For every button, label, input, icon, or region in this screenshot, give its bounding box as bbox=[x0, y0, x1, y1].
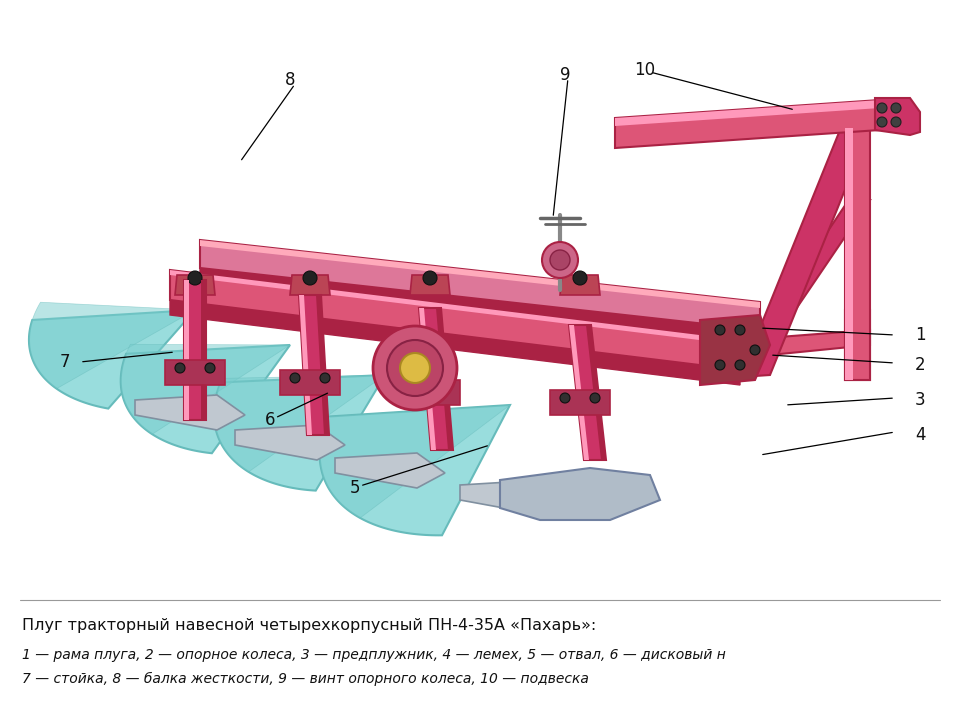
Polygon shape bbox=[615, 100, 880, 148]
Polygon shape bbox=[460, 480, 570, 515]
Polygon shape bbox=[845, 310, 870, 380]
Text: 4: 4 bbox=[915, 426, 925, 444]
Circle shape bbox=[320, 373, 330, 383]
Polygon shape bbox=[121, 344, 290, 434]
Polygon shape bbox=[235, 425, 345, 460]
Polygon shape bbox=[121, 345, 290, 453]
Polygon shape bbox=[175, 275, 215, 295]
Polygon shape bbox=[299, 295, 312, 435]
Circle shape bbox=[550, 250, 570, 270]
Polygon shape bbox=[184, 280, 206, 420]
Polygon shape bbox=[419, 308, 453, 450]
Text: 1: 1 bbox=[915, 326, 925, 344]
Polygon shape bbox=[29, 302, 195, 389]
Polygon shape bbox=[410, 275, 450, 295]
Polygon shape bbox=[135, 395, 245, 430]
Text: 10: 10 bbox=[635, 61, 656, 79]
Text: 9: 9 bbox=[560, 66, 570, 84]
Polygon shape bbox=[201, 280, 206, 420]
Polygon shape bbox=[170, 270, 740, 370]
Polygon shape bbox=[200, 268, 760, 345]
Polygon shape bbox=[316, 295, 329, 435]
Text: 6: 6 bbox=[265, 411, 276, 429]
Polygon shape bbox=[290, 275, 330, 295]
Polygon shape bbox=[569, 325, 606, 460]
Circle shape bbox=[188, 271, 202, 285]
Polygon shape bbox=[170, 300, 740, 385]
Circle shape bbox=[205, 363, 215, 373]
Circle shape bbox=[423, 271, 437, 285]
Text: 2: 2 bbox=[915, 356, 925, 374]
Polygon shape bbox=[740, 330, 870, 358]
Polygon shape bbox=[280, 370, 340, 395]
Circle shape bbox=[735, 325, 745, 335]
Circle shape bbox=[410, 383, 420, 393]
Polygon shape bbox=[320, 405, 510, 518]
Polygon shape bbox=[320, 405, 510, 535]
Polygon shape bbox=[184, 280, 189, 420]
Polygon shape bbox=[400, 380, 460, 405]
Polygon shape bbox=[550, 390, 610, 415]
Circle shape bbox=[373, 326, 457, 410]
Text: 8: 8 bbox=[285, 71, 296, 89]
Text: 7: 7 bbox=[60, 353, 70, 371]
Polygon shape bbox=[29, 310, 195, 408]
Circle shape bbox=[715, 325, 725, 335]
Text: 5: 5 bbox=[349, 479, 360, 497]
Text: Плуг тракторный навесной четырехкорпусный ПН-4-35А «Пахарь»:: Плуг тракторный навесной четырехкорпусны… bbox=[22, 618, 596, 633]
Polygon shape bbox=[700, 315, 770, 385]
Polygon shape bbox=[436, 308, 453, 450]
Circle shape bbox=[560, 393, 570, 403]
Circle shape bbox=[735, 360, 745, 370]
Polygon shape bbox=[419, 308, 436, 450]
Circle shape bbox=[400, 353, 430, 383]
Circle shape bbox=[891, 117, 901, 127]
Polygon shape bbox=[615, 100, 880, 126]
Polygon shape bbox=[214, 375, 385, 490]
Polygon shape bbox=[200, 240, 760, 330]
Polygon shape bbox=[845, 128, 870, 380]
Polygon shape bbox=[569, 325, 589, 460]
Polygon shape bbox=[586, 325, 606, 460]
Circle shape bbox=[440, 383, 450, 393]
Polygon shape bbox=[845, 128, 853, 380]
Circle shape bbox=[590, 393, 600, 403]
Polygon shape bbox=[299, 295, 329, 435]
Circle shape bbox=[303, 271, 317, 285]
Text: 7 — стойка, 8 — балка жесткости, 9 — винт опорного колеса, 10 — подвеска: 7 — стойка, 8 — балка жесткости, 9 — вин… bbox=[22, 672, 588, 686]
Circle shape bbox=[891, 103, 901, 113]
Circle shape bbox=[542, 242, 578, 278]
Circle shape bbox=[290, 373, 300, 383]
Circle shape bbox=[573, 271, 587, 285]
Polygon shape bbox=[875, 98, 920, 135]
Polygon shape bbox=[165, 360, 225, 385]
Polygon shape bbox=[500, 468, 660, 520]
Circle shape bbox=[877, 117, 887, 127]
Polygon shape bbox=[214, 375, 385, 472]
Polygon shape bbox=[200, 240, 760, 308]
Polygon shape bbox=[740, 128, 870, 377]
Circle shape bbox=[387, 340, 443, 396]
Polygon shape bbox=[755, 198, 870, 340]
Circle shape bbox=[715, 360, 725, 370]
Circle shape bbox=[750, 345, 760, 355]
Polygon shape bbox=[560, 275, 600, 295]
Polygon shape bbox=[335, 453, 445, 488]
Text: 3: 3 bbox=[915, 391, 925, 409]
Polygon shape bbox=[170, 270, 740, 345]
Circle shape bbox=[877, 103, 887, 113]
Text: 1 — рама плуга, 2 — опорное колеса, 3 — предплужник, 4 — лемех, 5 — отвал, 6 — д: 1 — рама плуга, 2 — опорное колеса, 3 — … bbox=[22, 648, 726, 662]
Circle shape bbox=[175, 363, 185, 373]
